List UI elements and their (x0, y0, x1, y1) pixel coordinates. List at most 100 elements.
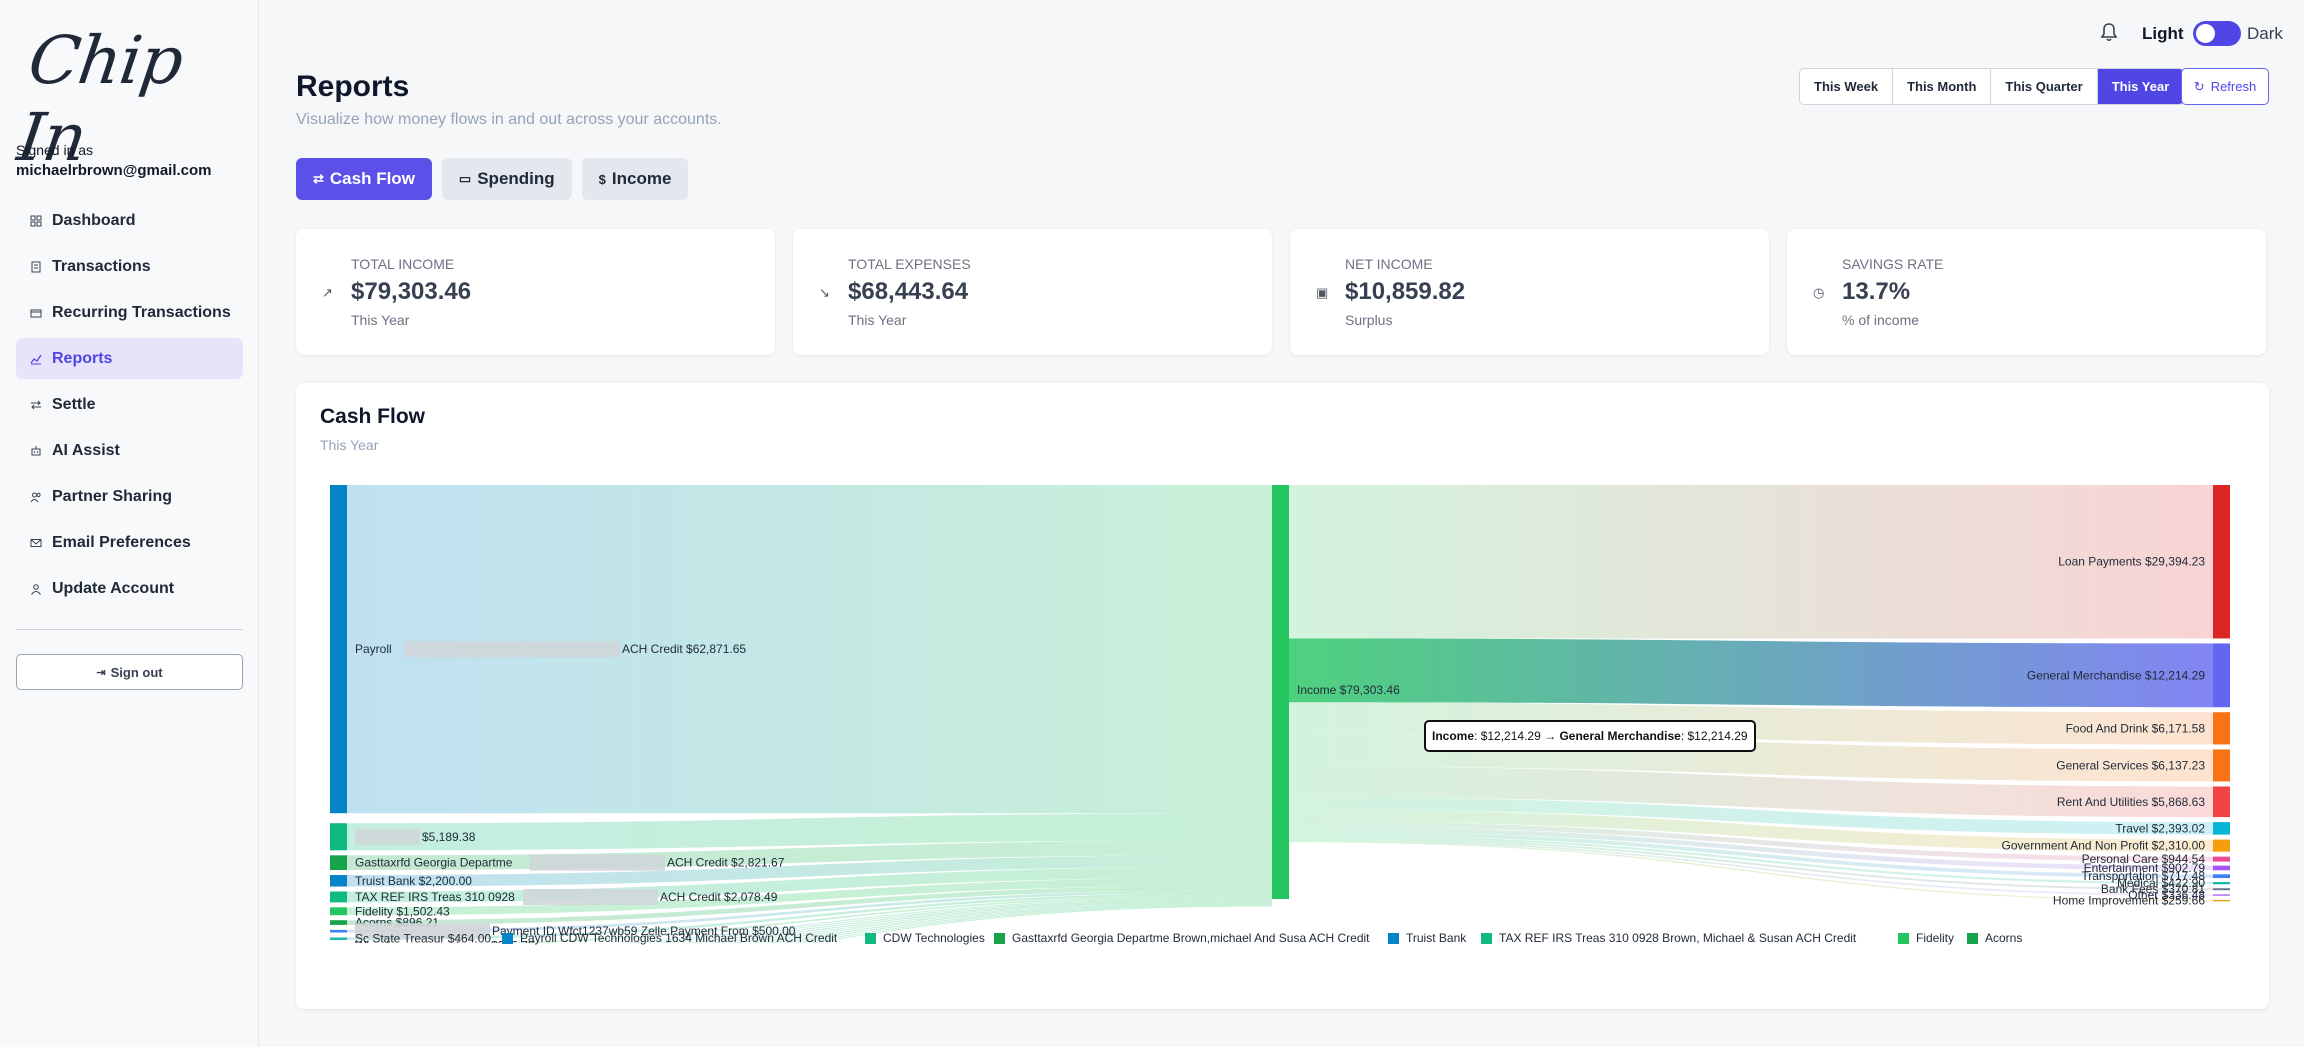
legend-item[interactable]: Payroll CDW Technologies 1634 Michael Br… (502, 931, 837, 945)
user-email: michaelrbrown@gmail.com (16, 162, 212, 179)
range-this-month-button[interactable]: This Month (1893, 69, 1992, 104)
sankey-source-label: ACH Credit $62,871.65 (622, 642, 746, 656)
sidebar-nav: Dashboard Transactions Recurring Transacti… (16, 200, 243, 614)
sankey-flow-out (1289, 835, 2213, 885)
trending-down-icon: ↘ (819, 285, 830, 300)
sankey-node-target (2213, 839, 2230, 852)
sidebar-divider (16, 629, 243, 630)
user-icon (30, 583, 42, 595)
logout-icon: ⇥ (96, 666, 106, 679)
page-subtitle: Visualize how money flows in and out acr… (296, 111, 722, 128)
sign-out-button[interactable]: ⇥ Sign out (16, 654, 243, 690)
legend-swatch (502, 932, 513, 944)
mail-icon (30, 537, 42, 549)
redacted-block (355, 828, 420, 845)
sidebar-item-settle[interactable]: Settle (16, 384, 243, 425)
sankey-node-target (2213, 749, 2230, 782)
cash-flow-panel: Cash Flow This Year Payroll ACH Credit $6… (296, 383, 2269, 1009)
stat-card-total-expenses: ↘ Total Expenses $68,443.64 This Year (793, 229, 1272, 355)
sankey-flow-out (1289, 638, 2213, 708)
redacted-block (404, 641, 620, 658)
trending-up-icon: ↗ (322, 285, 333, 300)
refresh-button[interactable]: ↻ Refresh (2181, 68, 2269, 105)
legend-swatch (1388, 932, 1399, 944)
tab-income[interactable]: $ Income (581, 158, 689, 200)
sankey-target-label: Transportation $717.48 (2081, 869, 2205, 883)
sankey-flow-out (1289, 485, 2213, 639)
redacted-block (523, 888, 658, 905)
sankey-flow-out (1289, 809, 2213, 852)
sankey-chart[interactable]: Payroll ACH Credit $62,871.65 $5,189.38 Gas… (296, 383, 2269, 943)
sidebar-item-recurring-transactions[interactable]: Recurring Transactions (16, 292, 243, 333)
sankey-node-target (2213, 712, 2230, 745)
dollar-circle-icon: $ (598, 171, 606, 187)
toggle-knob (2196, 24, 2215, 43)
sankey-flow-out (1289, 766, 2213, 818)
sankey-target-label: General Merchandise $12,214.29 (2027, 668, 2205, 682)
legend-swatch (1898, 932, 1909, 944)
legend-item[interactable]: Fidelity (1898, 931, 1954, 945)
tab-spending[interactable]: ▭ Spending (441, 158, 572, 200)
legend-item[interactable]: CDW Technologies (865, 931, 985, 945)
sankey-flow-out (1289, 831, 2213, 879)
sankey-target-label: Loan Payments $29,394.23 (2058, 555, 2205, 569)
tab-cash-flow[interactable]: ⇄ Cash Flow (296, 158, 432, 200)
redacted-block (355, 923, 490, 940)
sankey-flow-in (620, 896, 1272, 943)
theme-toggle[interactable] (2193, 21, 2241, 46)
sankey-target-label: Travel $2,393.02 (2115, 821, 2205, 835)
sankey-source-label: Fidelity $1,502.43 (355, 904, 450, 918)
wallet-icon: ▣ (1316, 285, 1329, 300)
sankey-source-label: Gasttaxrfd Georgia Departme (355, 856, 513, 870)
sidebar-item-label: Dashboard (52, 211, 136, 229)
sidebar-item-dashboard[interactable]: Dashboard (16, 200, 243, 241)
legend-swatch (865, 932, 876, 944)
legend-item[interactable]: Truist Bank (1388, 931, 1466, 945)
sankey-source-label: Sc State Treasur $464.00 (355, 932, 491, 943)
sidebar-item-label: Email Preferences (52, 533, 191, 551)
calendar-repeat-icon (30, 307, 42, 319)
sidebar-item-label: Partner Sharing (52, 487, 173, 505)
sankey-node-source (330, 920, 347, 925)
sidebar-item-reports[interactable]: Reports (16, 338, 243, 379)
sidebar-item-partner-sharing[interactable]: Partner Sharing (16, 476, 243, 517)
sankey-node-source (330, 891, 347, 903)
range-this-quarter-button[interactable]: This Quarter (1991, 69, 2098, 104)
legend-item[interactable]: Gasttaxrfd Georgia Departme Brown,michae… (994, 931, 1370, 945)
sankey-node-target (2213, 865, 2230, 871)
credit-card-icon: ▭ (458, 171, 472, 186)
sankey-node-source (330, 907, 347, 916)
clock-icon: ◷ (1813, 285, 1825, 300)
range-this-year-button[interactable]: This Year (2097, 69, 2184, 104)
sankey-node-source (330, 823, 347, 851)
sidebar-item-label: Settle (52, 395, 96, 413)
stat-value: 13.7% (1842, 278, 1911, 305)
legend-label: TAX REF IRS Treas 310 0928 Brown, Michae… (1499, 931, 1857, 945)
sankey-source-label: Payroll (355, 642, 392, 656)
sidebar-item-email-preferences[interactable]: Email Preferences (16, 522, 243, 563)
legend-swatch (994, 932, 1005, 944)
sankey-flow-out (1289, 840, 2213, 902)
tab-label: Spending (477, 169, 555, 188)
legend-item[interactable]: TAX REF IRS Treas 310 0928 Brown, Michae… (1481, 931, 1856, 945)
theme-dark-label: Dark (2247, 24, 2283, 43)
sankey-flow-in (347, 877, 1272, 916)
sankey-source-label: $5,189.38 (422, 830, 476, 844)
date-range-selector: This Week This Month This Quarter This Year (1799, 68, 2185, 105)
range-this-week-button[interactable]: This Week (1800, 69, 1894, 104)
sankey-flow-out (1289, 839, 2213, 896)
sidebar-item-update-account[interactable]: Update Account (16, 568, 243, 609)
bell-icon[interactable] (2100, 22, 2118, 42)
sankey-target-label: Home Improvement $259.66 (2053, 894, 2205, 908)
cash-flow-subtitle: This Year (320, 437, 379, 453)
legend-item[interactable]: Acorns (1967, 931, 2022, 945)
sidebar-item-transactions[interactable]: Transactions (16, 246, 243, 287)
sankey-node-source (330, 875, 347, 887)
sidebar-item-label: Reports (52, 349, 113, 367)
stat-subtext: Surplus (1345, 312, 1393, 328)
sankey-target-label: Other $336.48 (2128, 888, 2205, 902)
redacted-block (530, 854, 665, 871)
tooltip-from-value: $12,214.29 (1480, 729, 1541, 743)
sidebar-item-ai-assist[interactable]: AI Assist (16, 430, 243, 471)
chart-line-icon (30, 353, 42, 365)
